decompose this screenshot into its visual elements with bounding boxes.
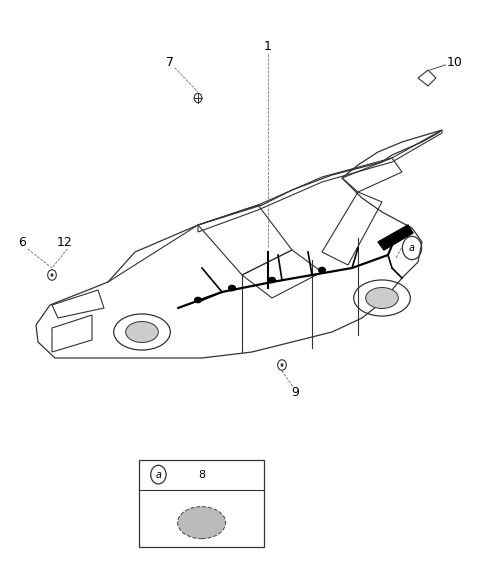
Text: 6: 6	[18, 236, 26, 249]
Text: 8: 8	[198, 470, 205, 480]
Ellipse shape	[366, 288, 398, 308]
Polygon shape	[378, 225, 413, 250]
Text: 10: 10	[447, 55, 463, 69]
Ellipse shape	[195, 297, 202, 303]
Text: a: a	[156, 470, 161, 480]
Text: 12: 12	[57, 236, 73, 249]
Ellipse shape	[126, 321, 158, 342]
Ellipse shape	[228, 285, 235, 290]
Circle shape	[280, 363, 284, 367]
Text: a: a	[409, 243, 415, 253]
Text: 7: 7	[166, 55, 174, 69]
Ellipse shape	[269, 278, 276, 283]
Ellipse shape	[319, 267, 325, 272]
Circle shape	[50, 274, 53, 277]
Text: 9: 9	[291, 385, 299, 399]
Text: 1: 1	[264, 41, 272, 54]
Ellipse shape	[178, 506, 226, 539]
